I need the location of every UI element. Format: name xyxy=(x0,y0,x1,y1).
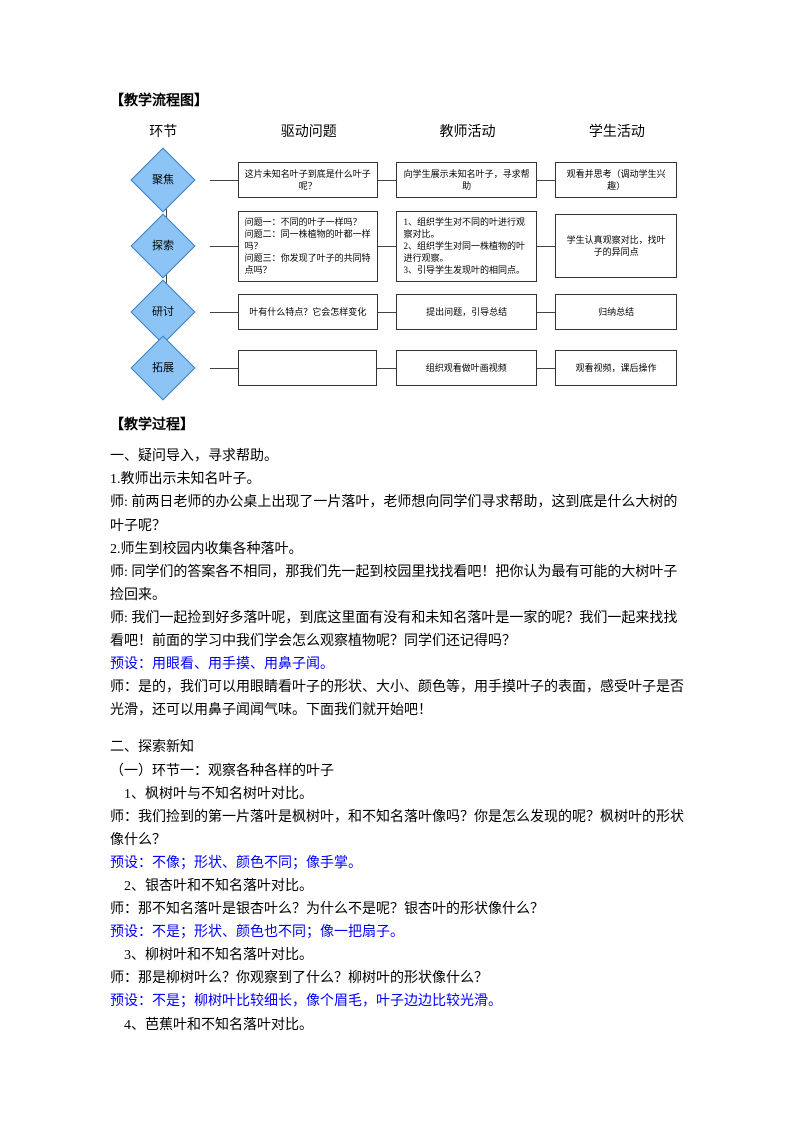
teacher-box-0: 向学生展示未知名叶子，寻求帮助 xyxy=(396,162,536,198)
flowchart-container: 环节 驱动问题 教师活动 学生活动 聚焦 这片未知名叶子到底是什么叶子呢？ 向学… xyxy=(117,121,677,394)
p18: 师：那是柳树叶么？你观察到了什么？柳树叶的形状像什么？ xyxy=(110,967,684,990)
p12: 师：我们捡到的第一片落叶是枫树叶，和不知名落叶像吗？你是怎么发现的呢？枫树叶的形… xyxy=(110,806,684,852)
flowchart-title: 【教学流程图】 xyxy=(110,90,684,113)
teacher-box-2: 提出问题，引导总结 xyxy=(396,294,536,330)
header-stage: 环节 xyxy=(117,121,209,144)
connector xyxy=(378,312,397,313)
process-title: 【教学过程】 xyxy=(110,414,684,437)
flow-row-2: 研讨 叶有什么特点？它会怎样变化 提出问题，引导总结 归纳总结 xyxy=(117,286,677,338)
connector xyxy=(210,246,238,247)
diamond-extend: 拓展 xyxy=(131,336,196,401)
connector xyxy=(378,180,397,181)
connector xyxy=(537,246,556,247)
header-teacher: 教师活动 xyxy=(398,121,537,144)
student-box-2: 归纳总结 xyxy=(555,294,677,330)
p8: 师：是的，我们可以用眼睛看叶子的形状、大小、颜色等，用手摸叶子的表面，感受叶子是… xyxy=(110,676,684,722)
flow-row-1: 探索 问题一：不同的叶子一样吗？ 问题二：同一株植物的叶都一样吗？ 问题三：你发… xyxy=(117,210,677,282)
p20: 4、芭蕉叶和不知名落叶对比。 xyxy=(110,1014,684,1037)
p16: 预设：不是；形状、颜色也不同；像一把扇子。 xyxy=(110,921,684,944)
flow-row-3: 拓展 组织观看做叶画视频 观看视频，课后操作 xyxy=(117,342,677,394)
teacher-box-3: 组织观看做叶画视频 xyxy=(396,350,536,386)
p14: 2、银杏叶和不知名落叶对比。 xyxy=(110,875,684,898)
connector xyxy=(378,246,397,247)
flow-row-0: 聚焦 这片未知名叶子到底是什么叶子呢？ 向学生展示未知名叶子，寻求帮助 观看并思… xyxy=(117,154,677,206)
connector xyxy=(210,180,238,181)
teacher-box-1: 1、组织学生对不同的叶进行观察对比。 2、组织学生对同一株植物的叶进行观察。 3… xyxy=(396,211,536,282)
connector xyxy=(537,180,556,181)
diamond-explore: 探索 xyxy=(131,214,196,279)
question-box-1: 问题一：不同的叶子一样吗？ 问题二：同一株植物的叶都一样吗？ 问题三：你发现了叶… xyxy=(238,211,378,282)
p1: 一、疑问导入，寻求帮助。 xyxy=(110,445,684,468)
header-student: 学生活动 xyxy=(557,121,677,144)
p2: 1.教师出示未知名叶子。 xyxy=(110,468,684,491)
question-box-0: 这片未知名叶子到底是什么叶子呢？ xyxy=(238,162,378,198)
connector xyxy=(537,312,556,313)
connector xyxy=(210,368,238,369)
p11: 1、枫树叶与不知名树叶对比。 xyxy=(110,783,684,806)
p15: 师：那不知名落叶是银杏叶么？为什么不是呢？银杏叶的形状像什么？ xyxy=(110,898,684,921)
p5: 师: 同学们的答案各不相同，那我们先一起到校园里找找看吧！把你认为最有可能的大树… xyxy=(110,561,684,607)
p19: 预设：不是；柳树叶比较细长，像个眉毛，叶子边边比较光滑。 xyxy=(110,990,684,1013)
flowchart-headers: 环节 驱动问题 教师活动 学生活动 xyxy=(117,121,677,144)
connector xyxy=(537,368,556,369)
p4: 2.师生到校园内收集各种落叶。 xyxy=(110,538,684,561)
connector xyxy=(377,368,396,369)
p10: （一）环节一：观察各种各样的叶子 xyxy=(110,760,684,783)
p9: 二、探索新知 xyxy=(110,736,684,759)
p7: 预设：用眼看、用手摸、用鼻子闻。 xyxy=(110,653,684,676)
header-question: 驱动问题 xyxy=(239,121,378,144)
p6: 师: 我们一起捡到好多落叶呢，到底这里面有没有和未知名落叶是一家的呢？我们一起来… xyxy=(110,607,684,653)
student-box-1: 学生认真观察对比，找叶子的异同点 xyxy=(555,214,677,278)
student-box-3: 观看视频，课后操作 xyxy=(555,350,677,386)
p3: 师: 前两日老师的办公桌上出现了一片落叶，老师想向同学们寻求帮助，这到底是什么大… xyxy=(110,491,684,537)
question-box-3-empty xyxy=(238,350,378,386)
student-box-0: 观看并思考（调动学生兴趣） xyxy=(555,162,677,198)
p17: 3、柳树叶和不知名落叶对比。 xyxy=(110,944,684,967)
question-box-2: 叶有什么特点？它会怎样变化 xyxy=(238,294,378,330)
p13: 预设：不像；形状、颜色不同；像手掌。 xyxy=(110,852,684,875)
connector xyxy=(210,312,238,313)
diamond-focus: 聚焦 xyxy=(131,148,196,213)
